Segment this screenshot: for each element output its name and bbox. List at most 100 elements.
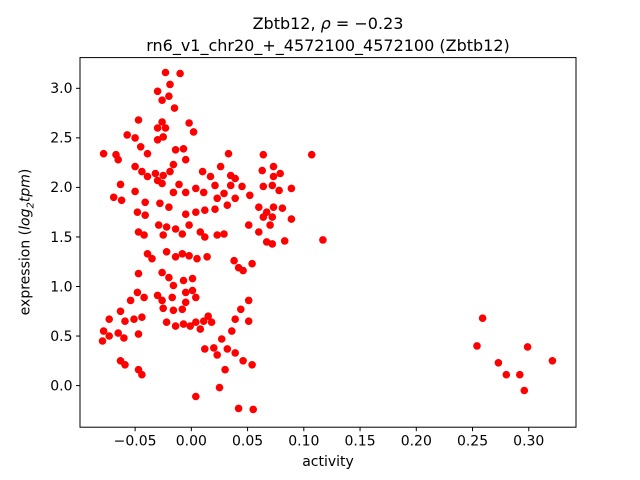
data-point <box>153 87 162 96</box>
data-point <box>178 230 187 238</box>
x-tick-label: 0.05 <box>232 434 263 450</box>
data-point <box>159 171 167 180</box>
chart-subtitle: rn6_v1_chr20_+_4572100_4572100 (Zbtb12) <box>146 36 510 55</box>
data-point <box>189 128 198 136</box>
data-point <box>136 143 145 151</box>
data-point <box>287 215 296 223</box>
data-point <box>179 276 188 285</box>
data-point <box>237 305 245 314</box>
x-tick-label: 0.30 <box>513 434 544 450</box>
data-point <box>154 221 163 229</box>
data-point <box>254 228 263 236</box>
data-point <box>494 359 503 367</box>
y-axis-label: expression (log2tpm) <box>17 168 37 316</box>
data-point <box>217 335 226 343</box>
y-tick-label: 1.5 <box>50 230 72 246</box>
data-point <box>231 315 239 324</box>
data-point <box>138 370 146 379</box>
data-point <box>280 237 289 245</box>
data-point <box>143 250 152 258</box>
data-point <box>143 172 152 181</box>
data-point <box>169 160 178 169</box>
data-point <box>231 349 239 357</box>
scatter-points <box>98 68 557 414</box>
data-point <box>269 203 278 211</box>
data-point <box>199 188 208 197</box>
data-point <box>213 194 221 203</box>
data-point <box>259 150 268 159</box>
data-point <box>224 149 233 158</box>
data-point <box>158 296 166 305</box>
data-point <box>141 198 149 207</box>
data-point <box>207 318 216 327</box>
data-point <box>192 184 200 193</box>
data-point <box>114 329 122 337</box>
data-point <box>166 167 174 176</box>
data-point <box>213 231 221 239</box>
data-point <box>165 92 173 100</box>
y-tick-label: 2.5 <box>50 131 72 147</box>
data-point <box>181 155 190 164</box>
data-point <box>120 334 128 342</box>
data-point <box>502 370 511 379</box>
data-point <box>193 254 201 263</box>
data-point <box>238 182 246 191</box>
data-point <box>159 304 167 313</box>
data-point <box>206 172 215 181</box>
data-point <box>134 269 143 278</box>
data-point <box>223 345 232 353</box>
data-point <box>153 291 162 300</box>
data-point <box>226 181 235 190</box>
data-point <box>114 155 122 164</box>
data-point <box>181 288 190 297</box>
data-point <box>171 146 180 154</box>
data-point <box>161 124 170 132</box>
data-point <box>131 134 139 142</box>
data-point <box>185 221 193 229</box>
data-point <box>158 179 166 188</box>
data-point <box>169 306 178 315</box>
data-point <box>516 370 524 379</box>
data-point <box>166 80 174 89</box>
data-point <box>239 266 247 275</box>
data-point <box>307 150 316 159</box>
data-point <box>548 357 557 365</box>
x-axis-ticks: −0.05 0.00 0.05 0.10 0.15 0.20 0.25 0.30 <box>114 427 544 450</box>
data-point <box>185 119 193 127</box>
data-point <box>162 223 171 231</box>
y-tick-label: 2.0 <box>50 180 72 196</box>
data-point <box>201 206 209 214</box>
data-point <box>178 250 187 258</box>
rho-value: = −0.23 <box>330 14 404 33</box>
data-point <box>192 293 200 302</box>
data-point <box>231 174 239 183</box>
data-point <box>249 405 257 414</box>
data-point <box>116 180 125 189</box>
x-tick-label: 0.00 <box>176 434 207 450</box>
data-point <box>319 236 327 244</box>
data-point <box>211 181 219 190</box>
data-point <box>130 315 138 324</box>
data-point <box>181 188 190 197</box>
y-tick-label: 3.0 <box>50 81 72 97</box>
data-point <box>151 169 160 178</box>
data-point <box>192 392 200 401</box>
data-point <box>188 286 197 295</box>
data-point <box>140 231 148 239</box>
data-point <box>211 205 219 213</box>
data-point <box>244 221 253 229</box>
data-point <box>138 313 146 322</box>
y-axis-ticks: 0.0 0.5 1.0 1.5 2.0 2.5 3.0 <box>50 81 80 394</box>
data-point <box>99 149 108 158</box>
data-point <box>213 351 221 359</box>
data-point <box>244 317 253 326</box>
data-point <box>275 186 283 195</box>
data-point <box>171 225 180 233</box>
data-point <box>231 194 239 203</box>
data-point <box>148 254 156 263</box>
data-point <box>116 307 125 316</box>
data-point <box>199 317 208 326</box>
data-point <box>223 201 232 209</box>
data-point <box>216 162 225 171</box>
